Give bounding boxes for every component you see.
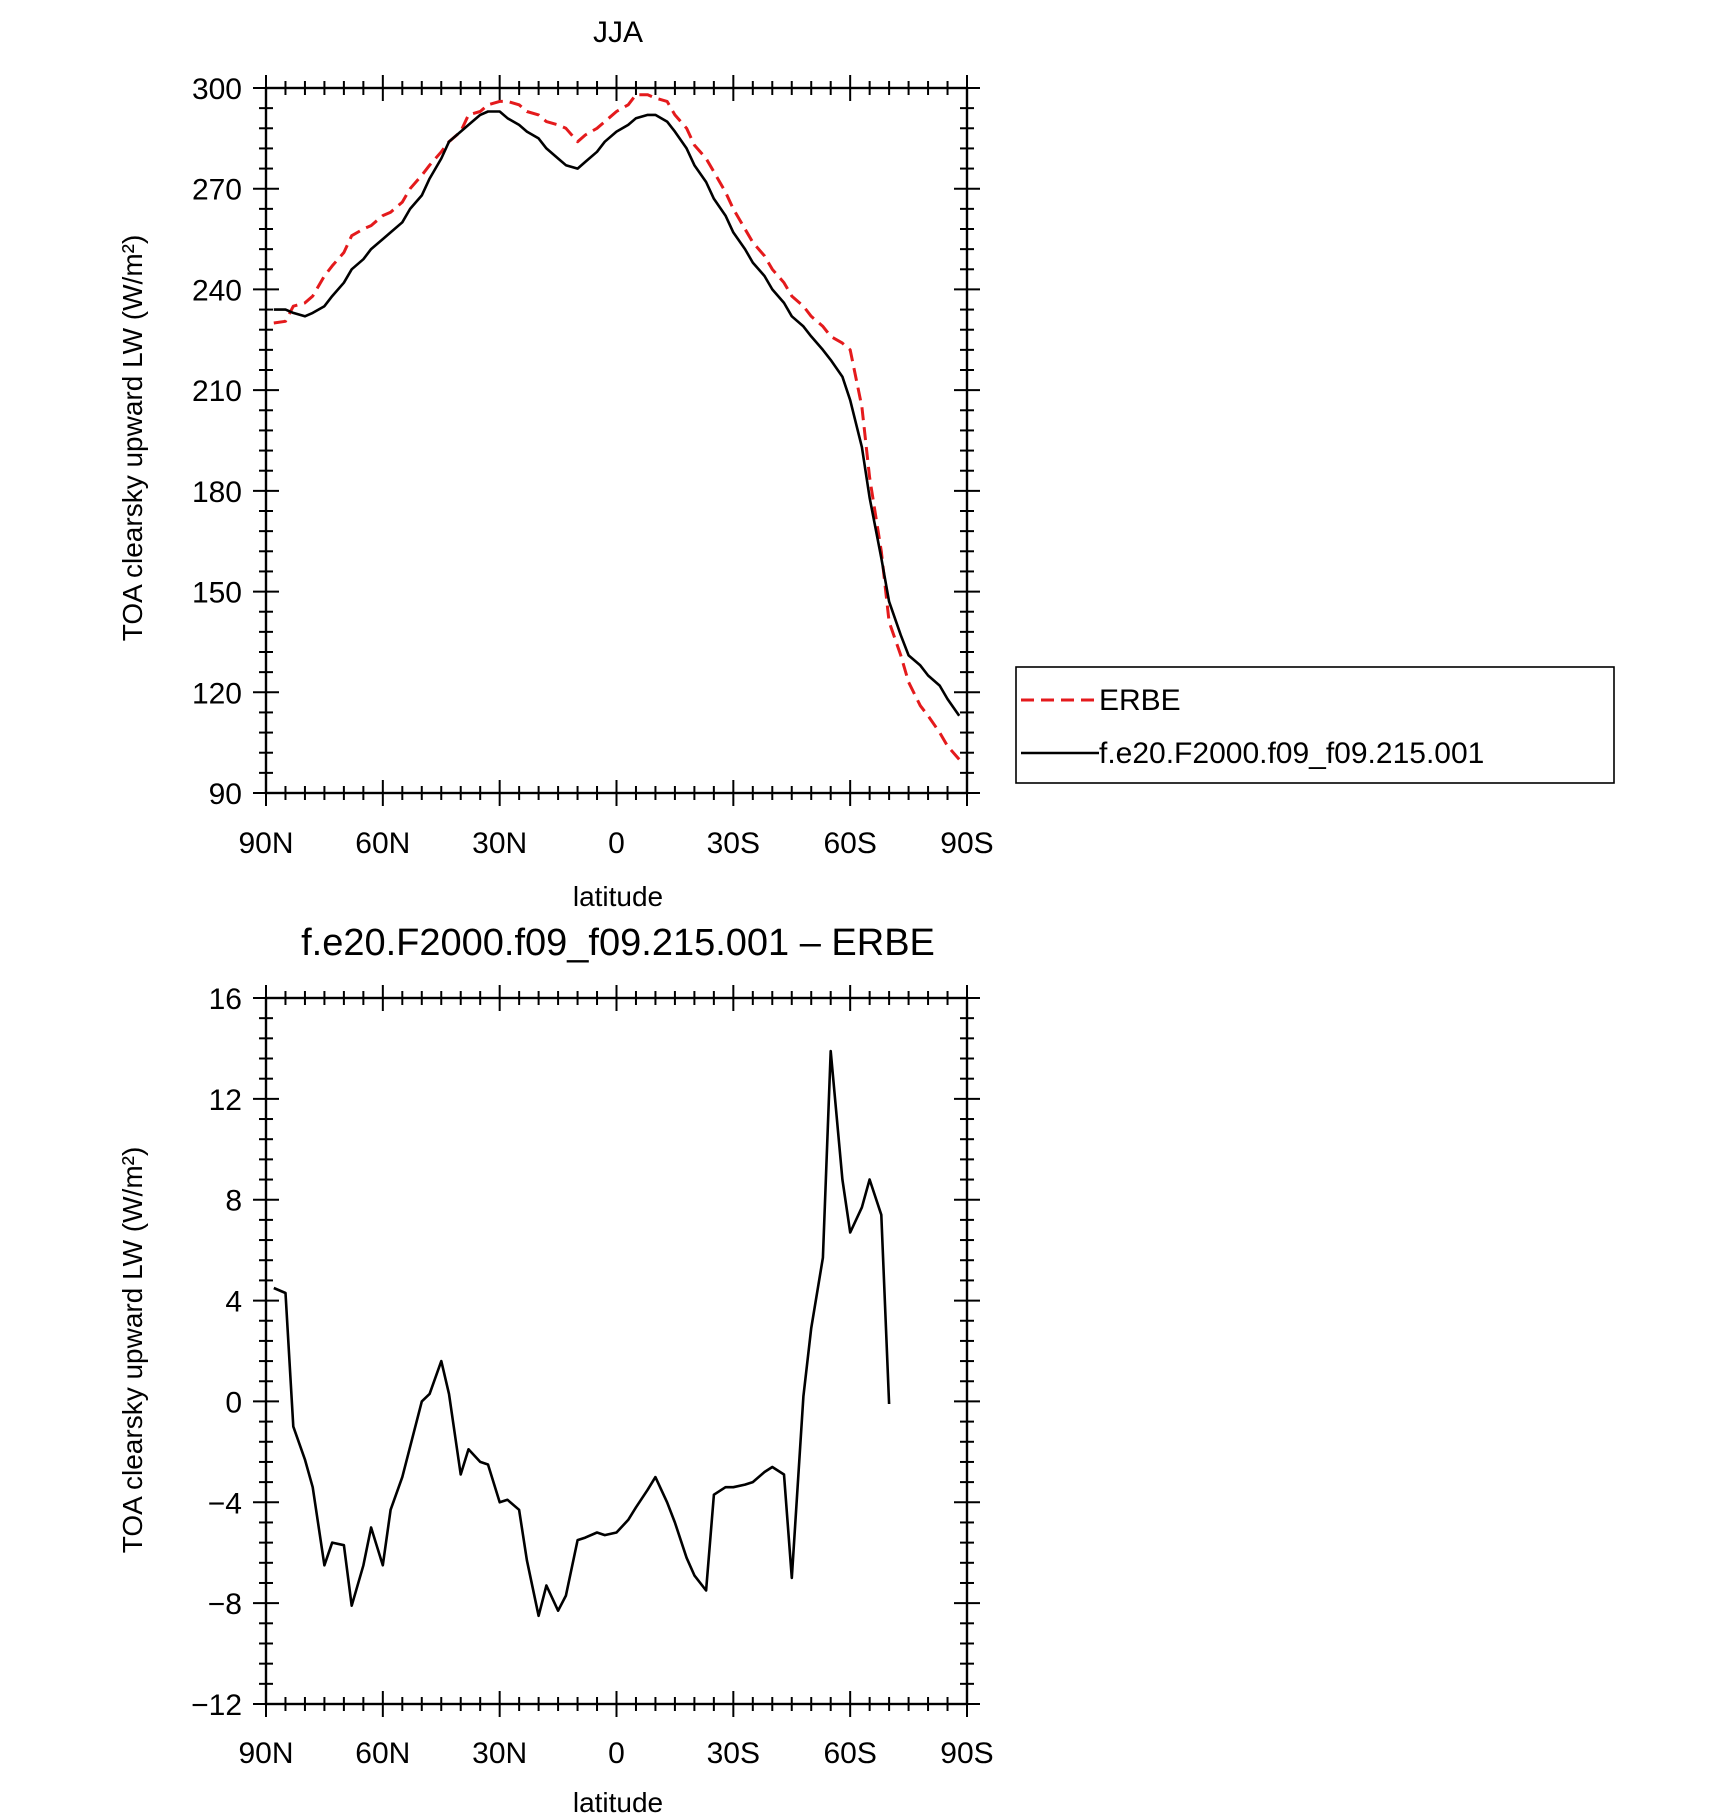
bottom-axis-ticks: −12 −8 −4 0 4 8 12 16 90N 60N 30N 0 30S 60S 90S bbox=[191, 983, 994, 1770]
top-series-group bbox=[273, 93, 961, 761]
top-y-tick-label: 300 bbox=[192, 73, 242, 106]
legend-box bbox=[1015, 666, 1615, 784]
top-y-tick-label: 150 bbox=[192, 577, 242, 610]
top-x-tick-label: 30N bbox=[472, 827, 527, 860]
top-series-line-erbe bbox=[273, 93, 961, 761]
bottom-series-group bbox=[273, 1049, 891, 1618]
bottom-x-tick-label: 0 bbox=[608, 1737, 625, 1770]
top-panel: JJA TOA clearsky upward LW (W/m²) latitu… bbox=[117, 16, 994, 912]
top-x-tick-label: 90S bbox=[940, 827, 993, 860]
legend: ERBE f.e20.F2000.f09_f09.215.001 bbox=[1015, 666, 1615, 784]
bottom-y-tick-label: 0 bbox=[225, 1386, 242, 1419]
top-chart-title: JJA bbox=[593, 16, 643, 49]
bottom-y-tick-label: 4 bbox=[225, 1286, 242, 1319]
bottom-x-tick-label: 30N bbox=[472, 1737, 527, 1770]
top-y-tick-label: 180 bbox=[192, 476, 242, 509]
bottom-chart-title: f.e20.F2000.f09_f09.215.001 – ERBE bbox=[301, 922, 935, 964]
bottom-panel: f.e20.F2000.f09_f09.215.001 – ERBE TOA c… bbox=[117, 922, 994, 1816]
bottom-x-tick-label: 60S bbox=[823, 1737, 876, 1770]
bottom-x-tick-label: 90S bbox=[940, 1737, 993, 1770]
top-series-line-f-e20-f2000-f09-f09-215-001 bbox=[273, 110, 961, 717]
top-y-tick-label: 90 bbox=[209, 778, 242, 811]
bottom-x-tick-label: 90N bbox=[238, 1737, 293, 1770]
top-y-tick-label: 210 bbox=[192, 375, 242, 408]
bottom-y-tick-label: −12 bbox=[191, 1689, 242, 1722]
bottom-x-axis-label: latitude bbox=[573, 1787, 663, 1816]
bottom-y-tick-label: 16 bbox=[209, 983, 242, 1016]
legend-erbe-label: ERBE bbox=[1099, 684, 1181, 717]
top-y-tick-label: 270 bbox=[192, 174, 242, 207]
bottom-y-axis-label: TOA clearsky upward LW (W/m²) bbox=[117, 1147, 148, 1554]
top-x-tick-label: 60N bbox=[355, 827, 410, 860]
top-x-axis-label: latitude bbox=[573, 881, 663, 912]
top-x-tick-label: 90N bbox=[238, 827, 293, 860]
top-axis-ticks: 90 120 150 180 210 240 270 300 90N 60N 30N 0 30S 60S 9… bbox=[192, 73, 994, 860]
top-x-tick-label: 60S bbox=[823, 827, 876, 860]
top-y-axis-label: TOA clearsky upward LW (W/m²) bbox=[117, 235, 148, 642]
top-plot-frame bbox=[264, 86, 969, 795]
bottom-y-tick-label: −4 bbox=[208, 1487, 242, 1520]
bottom-x-tick-label: 30S bbox=[707, 1737, 760, 1770]
top-y-tick-label: 120 bbox=[192, 677, 242, 710]
bottom-y-tick-label: 12 bbox=[209, 1084, 242, 1117]
bottom-y-tick-label: 8 bbox=[225, 1185, 242, 1218]
bottom-y-tick-label: −8 bbox=[208, 1588, 242, 1621]
top-x-tick-label: 0 bbox=[608, 827, 625, 860]
bottom-plot-frame bbox=[264, 996, 969, 1706]
top-x-tick-label: 30S bbox=[707, 827, 760, 860]
bottom-series-line-difference bbox=[273, 1049, 891, 1618]
legend-model-label: f.e20.F2000.f09_f09.215.001 bbox=[1099, 737, 1484, 770]
bottom-x-tick-label: 60N bbox=[355, 1737, 410, 1770]
top-y-tick-label: 240 bbox=[192, 274, 242, 307]
